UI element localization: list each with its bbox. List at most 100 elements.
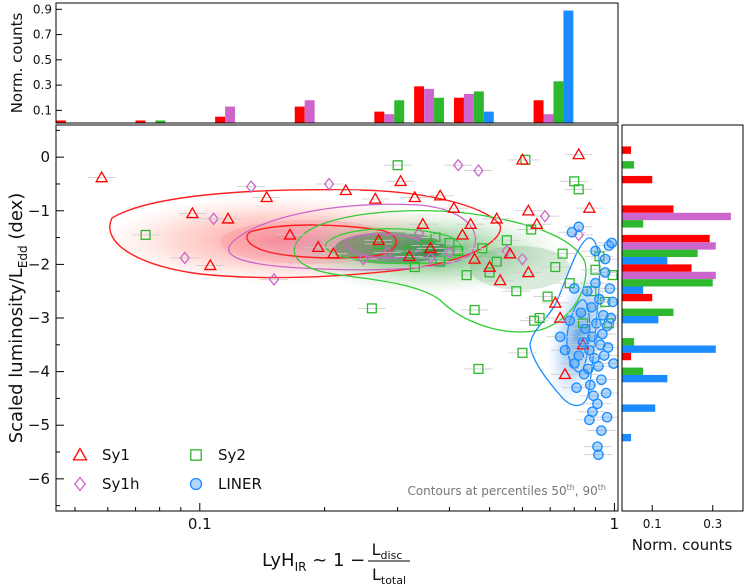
right-bar-sy1 [622, 264, 692, 272]
sy2-point [534, 312, 545, 324]
top-bar-sy2 [473, 91, 484, 123]
liner-point [601, 411, 613, 423]
right-bar-sy2 [622, 161, 635, 169]
right-histogram: 0.1 0.3 Norm. counts [621, 124, 744, 554]
sy1-point [393, 174, 408, 187]
annotation-mid: , 90 [575, 484, 598, 498]
sy2-point [529, 315, 540, 326]
legend-label-sy1: Sy1 [102, 446, 130, 464]
right-bar-liner [622, 286, 644, 294]
right-bar-sy1 [622, 175, 653, 184]
right-histogram-xlabel: Norm. counts [632, 536, 733, 554]
right-bar-sy2 [622, 249, 698, 258]
top-bar-sy2 [155, 120, 166, 123]
liner-point [579, 323, 591, 335]
legend-label-sy2: Sy2 [218, 446, 246, 464]
sy1-point [576, 337, 590, 350]
right-histogram-bars [622, 146, 731, 442]
y-tick-label: −5 [28, 416, 50, 434]
right-x-tick-label: 0.3 [703, 517, 722, 531]
sy1-point [464, 217, 478, 229]
liner-point [564, 315, 576, 327]
liner-point [584, 414, 595, 426]
top-histogram-bars [55, 10, 574, 123]
right-bar-liner [622, 345, 716, 353]
sy1-point [493, 273, 507, 286]
right-bar-liner [622, 315, 659, 324]
sy1-point [455, 228, 470, 240]
top-bar-sy1h [304, 100, 315, 123]
sy1-contour-50 [246, 224, 398, 259]
sy1h-point [381, 246, 393, 260]
annotation-prefix: Contours at percentiles 50 [407, 484, 566, 498]
right-bar-sy1 [622, 146, 632, 154]
right-bar-sy1 [622, 205, 674, 213]
sy2-point [594, 251, 605, 262]
liner-point [582, 363, 594, 375]
top-bar-liner [483, 111, 494, 123]
density-contours [87, 147, 618, 461]
y-tick-label: −4 [28, 363, 50, 381]
sy1h-point [208, 212, 219, 226]
top-y-tick-label: 0.3 [33, 78, 52, 92]
liner-point [585, 379, 596, 391]
sy1-point [423, 241, 438, 254]
right-bar-sy1h [622, 242, 716, 250]
sy1-point [572, 147, 586, 160]
right-bar-sy2 [622, 220, 644, 228]
main-xlabel-den-sub: total [381, 574, 406, 585]
top-bar-sy1 [55, 120, 66, 123]
sy1-point [433, 188, 447, 201]
liner-point [593, 449, 604, 461]
sy2-point [392, 160, 403, 171]
main-xlabel-left: LyHIR ~ 1 − [262, 550, 365, 574]
sy1-point [530, 217, 544, 229]
sy2-point [473, 363, 484, 374]
main-xlabel: LyHIR ~ 1 − Ldisc Ltotal [262, 540, 410, 585]
sy1h-point [517, 252, 528, 266]
main-xlabel-main: LyH [262, 550, 295, 571]
liner-contour-90 [529, 237, 601, 407]
top-bar-sy2 [394, 100, 405, 123]
sy1-point [447, 201, 461, 213]
right-x-tick-label: 0.1 [643, 517, 662, 531]
right-bar-sy2 [622, 308, 674, 316]
sy2-point [477, 243, 488, 254]
liner-point [573, 221, 585, 233]
right-bar-sy2 [622, 338, 635, 346]
sy1h-point [413, 226, 425, 240]
main-xlabel-sub: IR [295, 560, 307, 574]
sy1-point [260, 190, 274, 203]
sy2-point [542, 291, 553, 302]
sy1h-point [473, 164, 484, 178]
liner-contour-50 [566, 299, 591, 373]
liner-point [596, 425, 607, 436]
liner-point [606, 237, 618, 249]
right-histogram-frame [621, 124, 744, 512]
sy1-point [558, 367, 572, 380]
liner-point [592, 398, 603, 410]
liner-point [600, 387, 612, 399]
sy2-point [491, 256, 502, 267]
right-bar-sy1 [622, 293, 653, 302]
sy1h-point [425, 251, 436, 265]
sy2-point [590, 264, 601, 275]
top-bar-sy1 [135, 120, 146, 123]
top-bar-sy1 [453, 97, 464, 123]
y-tick-label: −3 [28, 309, 50, 327]
sy1-point [185, 206, 200, 219]
sy2-point [409, 262, 420, 273]
right-bar-sy2 [622, 279, 713, 287]
liner-point [602, 342, 614, 353]
sy2-point [435, 256, 446, 267]
top-y-tick-label: 0.7 [33, 28, 52, 42]
sy1h-point [323, 177, 335, 191]
liner-point [573, 350, 585, 361]
y-tick-label: −2 [28, 255, 50, 273]
legend-marker-sy1h [73, 476, 87, 492]
right-bar-sy1h [622, 212, 731, 221]
right-histogram-x-ticks: 0.1 0.3 [643, 505, 722, 531]
sy1h-contour-90 [228, 203, 477, 271]
main-ylabel-sub: Edd [16, 245, 30, 268]
